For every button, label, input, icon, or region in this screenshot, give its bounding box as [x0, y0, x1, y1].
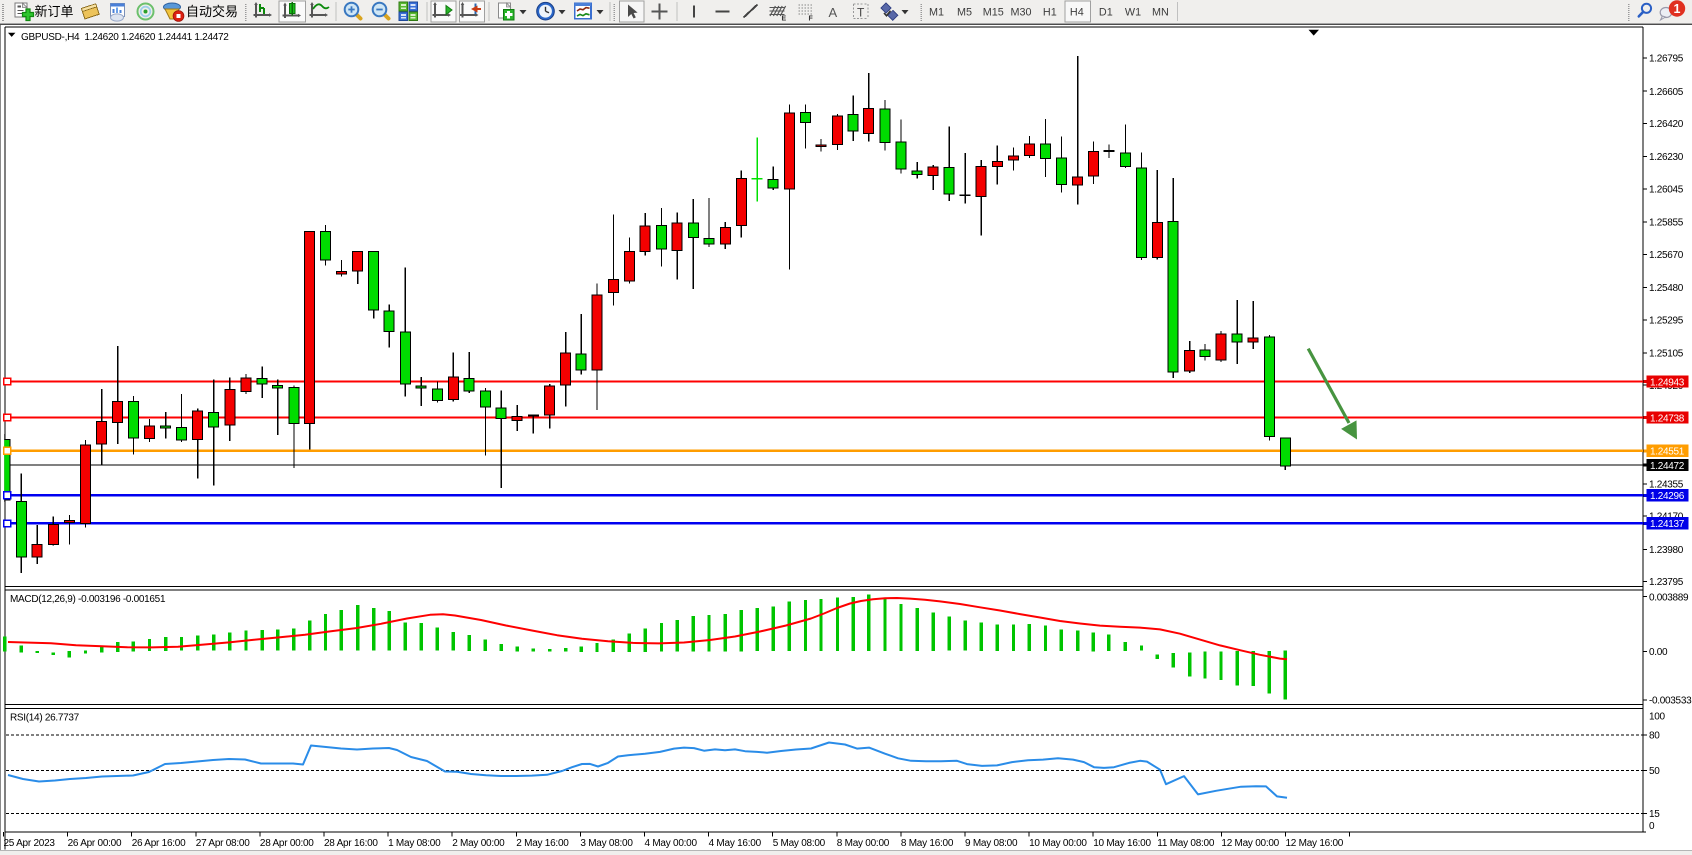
svg-text:-0.003533: -0.003533: [1649, 695, 1692, 706]
svg-text:M5: M5: [957, 7, 972, 19]
svg-text:1.26420: 1.26420: [1649, 119, 1684, 130]
svg-text:10 May 16:00: 10 May 16:00: [1093, 838, 1151, 849]
svg-text:27 Apr 08:00: 27 Apr 08:00: [196, 838, 250, 849]
svg-text:1.24137: 1.24137: [1650, 519, 1685, 530]
svg-text:RSI(14) 26.7737: RSI(14) 26.7737: [10, 713, 80, 724]
svg-text:0.00: 0.00: [1649, 647, 1668, 658]
svg-text:12 May 16:00: 12 May 16:00: [1286, 838, 1344, 849]
svg-text:E: E: [782, 16, 787, 23]
svg-text:1.24943: 1.24943: [1650, 377, 1685, 388]
svg-text:0: 0: [1649, 821, 1655, 832]
svg-text:M30: M30: [1010, 7, 1031, 19]
svg-text:1.24738: 1.24738: [1650, 413, 1685, 424]
svg-text:1.25295: 1.25295: [1649, 315, 1684, 326]
svg-text:100: 100: [1649, 712, 1666, 723]
svg-text:1.23980: 1.23980: [1649, 545, 1684, 556]
svg-text:H1: H1: [1043, 7, 1057, 19]
svg-text:M1: M1: [929, 7, 944, 19]
svg-text:80: 80: [1649, 730, 1660, 741]
svg-text:15: 15: [1649, 809, 1660, 820]
svg-text:1 May 08:00: 1 May 08:00: [388, 838, 441, 849]
svg-text:4 May 00:00: 4 May 00:00: [645, 838, 698, 849]
svg-text:1.24472: 1.24472: [1650, 461, 1685, 472]
svg-text:1.24296: 1.24296: [1650, 491, 1685, 502]
svg-text:1.25480: 1.25480: [1649, 283, 1684, 294]
svg-text:M15: M15: [983, 7, 1004, 19]
svg-text:10 May 00:00: 10 May 00:00: [1029, 838, 1087, 849]
svg-text:1.25105: 1.25105: [1649, 349, 1684, 360]
svg-text:11 May 08:00: 11 May 08:00: [1157, 838, 1215, 849]
svg-text:MN: MN: [1152, 7, 1169, 19]
svg-text:8 May 16:00: 8 May 16:00: [901, 838, 954, 849]
svg-text:MACD(12,26,9) -0.003196 -0.001: MACD(12,26,9) -0.003196 -0.001651: [10, 594, 166, 605]
svg-text:8 May 00:00: 8 May 00:00: [837, 838, 890, 849]
svg-text:26 Apr 00:00: 26 Apr 00:00: [68, 838, 122, 849]
svg-text:A: A: [829, 5, 838, 20]
svg-text:2 May 00:00: 2 May 00:00: [452, 838, 505, 849]
svg-text:28 Apr 16:00: 28 Apr 16:00: [324, 838, 378, 849]
svg-text:H4: H4: [1070, 7, 1084, 19]
svg-text:W1: W1: [1125, 7, 1141, 19]
svg-text:25 Apr 2023: 25 Apr 2023: [4, 838, 56, 849]
svg-text:1.25855: 1.25855: [1649, 218, 1684, 229]
svg-text:9 May 08:00: 9 May 08:00: [965, 838, 1018, 849]
svg-text:26 Apr 16:00: 26 Apr 16:00: [132, 838, 186, 849]
svg-text:3 May 08:00: 3 May 08:00: [580, 838, 633, 849]
svg-text:2 May 16:00: 2 May 16:00: [516, 838, 569, 849]
svg-text:1.26605: 1.26605: [1649, 87, 1684, 98]
svg-text:1.26045: 1.26045: [1649, 185, 1684, 196]
svg-text:1.25670: 1.25670: [1649, 250, 1684, 261]
svg-text:1.24551: 1.24551: [1650, 447, 1685, 458]
svg-text:1.26795: 1.26795: [1649, 54, 1684, 65]
svg-text:1: 1: [1674, 2, 1681, 16]
svg-text:新订单: 新订单: [35, 4, 74, 19]
svg-text:5 May 08:00: 5 May 08:00: [773, 838, 826, 849]
svg-text:GBPUSD-,H4 1.24620 1.24620 1.: GBPUSD-,H4 1.24620 1.24620 1.24441 1.244…: [21, 32, 229, 43]
svg-text:0.003889: 0.003889: [1649, 592, 1689, 603]
svg-text:50: 50: [1649, 766, 1660, 777]
svg-text:F: F: [809, 16, 814, 23]
svg-text:1.23795: 1.23795: [1649, 577, 1684, 588]
svg-text:D1: D1: [1099, 7, 1113, 19]
svg-text:1.24355: 1.24355: [1649, 479, 1684, 490]
svg-text:自动交易: 自动交易: [186, 4, 238, 19]
svg-text:12 May 00:00: 12 May 00:00: [1221, 838, 1279, 849]
svg-text:T: T: [857, 6, 865, 20]
svg-text:1.26230: 1.26230: [1649, 152, 1684, 163]
svg-text:4 May 16:00: 4 May 16:00: [709, 838, 762, 849]
svg-text:28 Apr 00:00: 28 Apr 00:00: [260, 838, 314, 849]
